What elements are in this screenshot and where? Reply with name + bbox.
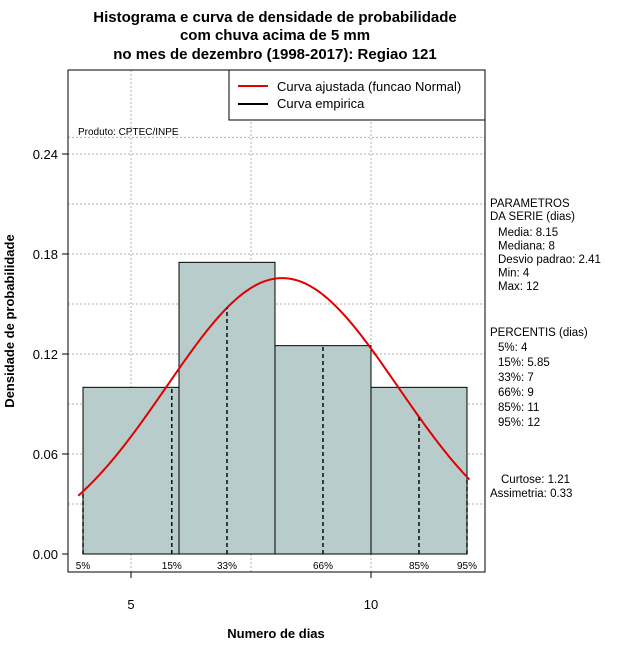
x-axis-label: Numero de dias [227, 626, 325, 641]
chart-title-line-2: com chuva acima de 5 mm [180, 27, 370, 44]
percentil-line-6: 95%: 12 [498, 417, 540, 429]
percentil-line-1: 5%: 4 [498, 342, 528, 354]
percentile-label-3: 33% [217, 561, 237, 572]
parameter-line-3: Desvio padrao: 2.41 [498, 254, 601, 266]
histogram-bars [82, 261, 468, 555]
y-tick-label-3: 0.18 [33, 247, 58, 262]
percentile-label-5: 85% [409, 561, 429, 572]
kurtosis-stat: Curtose: 1.21 [501, 474, 570, 486]
y-tick-label-2: 0.12 [33, 347, 58, 362]
legend-box [228, 69, 486, 121]
y-axis-label: Densidade de probabilidade [2, 234, 17, 407]
percentil-line-5: 85%: 11 [498, 402, 539, 414]
histogram-bar-1 [82, 386, 180, 555]
percentis-panel: PERCENTIS (dias) 5%: 4 15%: 5.85 33%: 7 66%… [490, 327, 588, 429]
x-tick-label-0: 5 [127, 597, 134, 612]
histogram-bar-4 [370, 386, 468, 555]
parameters-panel: PARAMETROS DA SERIE (dias) Media: 8.15 Me… [490, 198, 601, 293]
percentis-heading: PERCENTIS (dias) [490, 327, 588, 339]
parameter-line-2: Mediana: 8 [498, 241, 555, 253]
y-tick-label-0: 0.00 [33, 547, 58, 562]
y-tick-label-4: 0.24 [33, 147, 58, 162]
x-tick-label-1: 10 [364, 597, 378, 612]
percentil-line-4: 66%: 9 [498, 387, 534, 399]
percentile-label-1: 5% [76, 561, 91, 572]
legend-empirical-label: Curva empirica [277, 96, 365, 111]
legend: Curva ajustada (funcao Normal) Curva emp… [228, 69, 486, 121]
shape-stats-panel: Curtose: 1.21 Assimetria: 0.33 [490, 474, 572, 500]
y-tick-label-1: 0.06 [33, 447, 58, 462]
parameter-line-1: Media: 8.15 [498, 227, 558, 239]
chart-title-line-1: Histograma e curva de densidade de proba… [93, 9, 456, 26]
skewness-stat: Assimetria: 0.33 [490, 488, 572, 500]
percentil-line-3: 33%: 7 [498, 372, 534, 384]
chart-title-line-3: no mes de dezembro (1998-2017): Regiao 1… [113, 46, 436, 63]
parameters-heading-1: PARAMETROS [490, 198, 570, 210]
percentile-lines: 5% 15% 33% 66% 85% 95% [76, 307, 477, 572]
percentile-label-6: 95% [457, 561, 477, 572]
fitted-normal-curve [77, 277, 471, 497]
percentil-line-2: 15%: 5.85 [498, 357, 550, 369]
percentile-label-2: 15% [162, 561, 182, 572]
axes: 0.00 0.06 0.12 0.18 0.24 5 10 [33, 147, 379, 612]
legend-fitted-label: Curva ajustada (funcao Normal) [277, 79, 461, 94]
percentile-label-4: 66% [313, 561, 333, 572]
parameters-heading-2: DA SERIE (dias) [490, 211, 575, 223]
fitted-curve-layer [77, 277, 471, 497]
product-label: Produto: CPTEC/INPE [78, 127, 179, 138]
parameter-line-4: Min: 4 [498, 268, 530, 280]
parameter-line-5: Max: 12 [498, 281, 539, 293]
